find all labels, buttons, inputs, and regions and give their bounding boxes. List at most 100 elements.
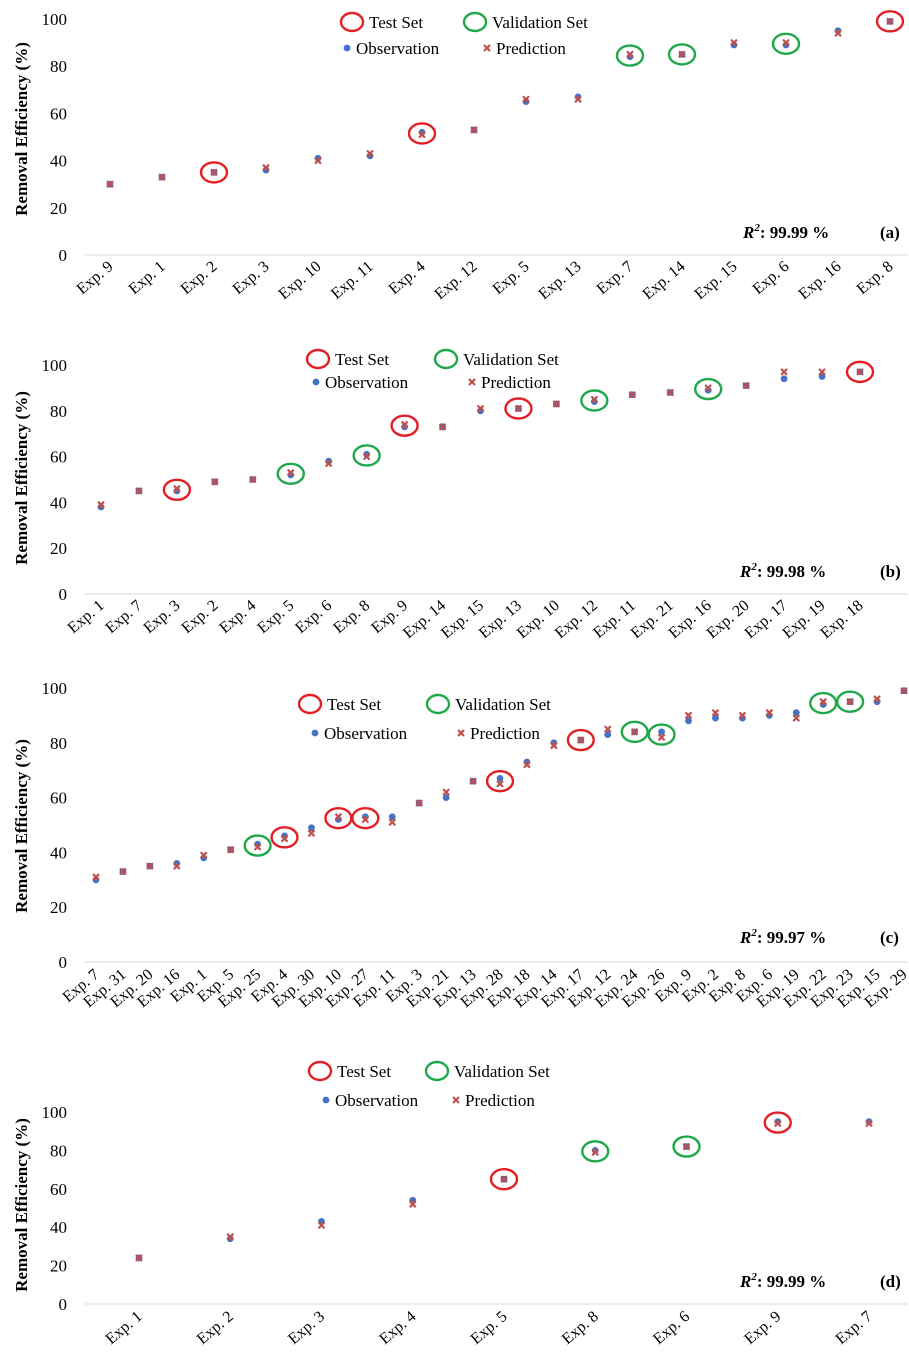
prediction-point <box>226 1233 235 1241</box>
x-tick-label: Exp. 4 <box>376 1308 419 1348</box>
panel-label: (a) <box>880 223 900 242</box>
legend-validation-icon <box>433 348 459 370</box>
y-axis-label: Removal Efficiency (%) <box>12 42 31 216</box>
legend: Test Set Validation Set Observation Predict… <box>297 693 551 743</box>
legend: Test Set Validation Set Observation Predict… <box>339 11 588 58</box>
chart-panel-1: 0 20 40 60 80 100 Removal Efficiency (%) Exp. 9… <box>12 10 908 303</box>
y-tick-label: 20 <box>50 898 67 917</box>
prediction-point <box>792 714 801 722</box>
legend-test-icon <box>307 1060 333 1082</box>
observation-point <box>780 375 788 383</box>
legend-test-icon <box>339 11 365 33</box>
x-tick-label: Exp. 3 <box>285 1308 328 1348</box>
prediction-point <box>314 156 322 165</box>
y-tick-label: 20 <box>50 1257 67 1276</box>
prediction-point <box>438 423 447 431</box>
legend-prediction-label: Prediction <box>465 1091 535 1110</box>
prediction-point <box>249 475 257 484</box>
validation-set-marker <box>580 389 609 412</box>
prediction-point <box>865 1119 873 1128</box>
x-tick-label: Exp. 2 <box>178 258 221 298</box>
x-tick-label: Exp. 7 <box>103 597 146 637</box>
observation-point <box>604 731 612 738</box>
test-set-marker <box>485 769 515 793</box>
test-set-marker <box>504 397 533 420</box>
r2-annotation: R2: 99.97 % <box>739 927 826 947</box>
test-set-marker <box>566 728 595 752</box>
legend-test-label: Test Set <box>335 350 389 369</box>
x-tick-label: Exp. 12 <box>432 258 481 303</box>
test-set-marker <box>351 806 380 830</box>
panel-label: (c) <box>880 928 899 947</box>
prediction-point <box>418 130 426 139</box>
legend-validation-label: Validation Set <box>492 13 588 32</box>
x-tick-label: Exp. 13 <box>536 258 585 303</box>
prediction-point <box>317 1221 326 1230</box>
prediction-point <box>704 384 712 392</box>
panel-label: (d) <box>880 1272 901 1291</box>
y-axis-label: Removal Efficiency (%) <box>12 1118 31 1292</box>
prediction-point <box>590 395 599 404</box>
prediction-point <box>628 390 637 399</box>
prediction-point <box>366 149 374 158</box>
r2-annotation: R2: 99.99 % <box>742 222 829 242</box>
legend-prediction-icon <box>457 729 465 737</box>
prediction-point <box>738 711 747 720</box>
prediction-point <box>514 404 523 413</box>
validation-set-marker <box>615 44 645 67</box>
validation-set-marker <box>672 1135 701 1158</box>
x-tick-label: Exp. 7 <box>594 258 637 298</box>
x-tick-label: Exp. 16 <box>796 258 845 303</box>
y-tick-label: 80 <box>50 734 67 753</box>
x-tick-label: Exp. 12 <box>552 597 601 642</box>
prediction-point <box>400 420 409 429</box>
prediction-point <box>856 368 864 376</box>
y-tick-label: 100 <box>42 1103 68 1122</box>
prediction-point <box>362 452 371 461</box>
y-tick-label: 0 <box>59 585 68 604</box>
prediction-point <box>626 50 634 59</box>
chart-panel-4: 0 20 40 60 80 100 Removal Efficiency (%) Exp. 1… <box>12 1060 908 1348</box>
test-set-marker <box>875 10 905 33</box>
prediction-point <box>900 686 908 695</box>
prediction-point <box>119 867 127 876</box>
y-axis-label: Removal Efficiency (%) <box>12 391 31 565</box>
observation-point <box>792 709 800 717</box>
x-tick-label: Exp. 21 <box>628 597 677 642</box>
legend-observation-icon <box>311 729 319 737</box>
x-tick-label: Exp. 6 <box>292 597 335 637</box>
legend-validation-icon <box>425 693 451 715</box>
validation-set-marker <box>276 462 305 485</box>
x-tick-label: Exp. 8 <box>854 258 897 298</box>
x-tick-label: Exp. 5 <box>490 258 533 298</box>
legend-prediction-label: Prediction <box>481 373 551 392</box>
x-tick-label: Exp. 1 <box>65 597 108 637</box>
validation-set-marker <box>836 690 865 713</box>
observation-point <box>442 794 450 801</box>
validation-set-marker <box>771 32 801 55</box>
validation-set-marker <box>667 43 697 66</box>
panel-label: (b) <box>880 562 901 581</box>
legend-observation-label: Observation <box>325 373 409 392</box>
prediction-point <box>324 459 333 468</box>
prediction-point <box>522 95 530 104</box>
legend-prediction-icon <box>468 378 476 386</box>
test-set-marker <box>489 1167 519 1191</box>
prediction-point <box>552 400 561 408</box>
prediction-point <box>97 500 105 509</box>
prediction-point <box>388 818 397 827</box>
r2-annotation: R2: 99.98 % <box>739 561 826 581</box>
observation-point <box>308 824 315 832</box>
test-set-marker <box>199 161 229 184</box>
x-tick-label: Exp. 15 <box>438 597 487 642</box>
prediction-point <box>711 708 720 717</box>
x-tick-label: Exp. 17 <box>742 597 791 642</box>
legend-test-icon <box>305 348 331 370</box>
prediction-point <box>280 834 289 843</box>
prediction-point <box>591 1148 600 1157</box>
prediction-point <box>765 708 774 717</box>
legend-test-label: Test Set <box>369 13 423 32</box>
prediction-point <box>780 368 788 376</box>
x-tick-label: Exp. 1 <box>126 258 169 298</box>
x-tick-label: Exp. 10 <box>514 597 563 642</box>
